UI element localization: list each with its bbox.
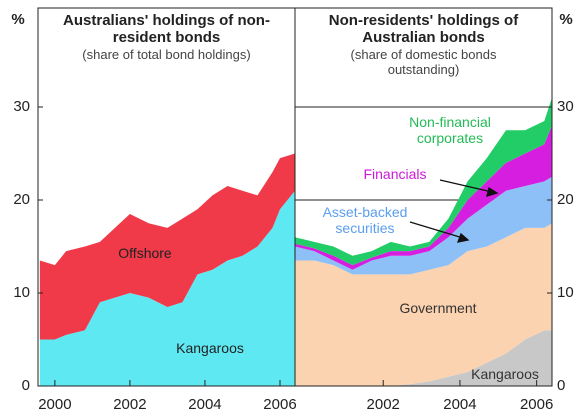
y-tick-label: 20 — [13, 191, 30, 208]
x-tick-label: 2002 — [367, 396, 400, 413]
arrow-head — [486, 186, 499, 197]
y-tick-label: 10 — [13, 284, 30, 301]
series-label: Asset-backed securities — [322, 204, 408, 236]
series-label: Offshore — [118, 245, 172, 261]
y-tick-label: 20 — [557, 191, 574, 208]
y-tick-label: 30 — [557, 98, 574, 115]
area — [295, 176, 552, 275]
area — [39, 153, 295, 340]
x-tick-label: 2006 — [520, 396, 553, 413]
area — [295, 330, 552, 386]
arrow — [439, 179, 493, 193]
x-tick-label: 2006 — [263, 396, 296, 413]
arrow — [409, 221, 464, 239]
area — [39, 190, 295, 386]
y-tick-label: 0 — [22, 377, 30, 394]
y-axis-label: % — [559, 11, 572, 28]
series-label: Kangaroos — [176, 340, 244, 356]
x-tick-label: 2004 — [443, 396, 476, 413]
area — [295, 223, 552, 386]
series-label: Kangaroos — [471, 366, 539, 382]
arrows — [409, 179, 499, 243]
chart-subtitle: (share of total bond holdings) — [82, 47, 251, 62]
series-label: Government — [399, 300, 477, 316]
x-tick-label: 2002 — [113, 396, 146, 413]
y-tick-label: 10 — [557, 284, 574, 301]
series-label: Non-financial corporates — [409, 114, 491, 146]
x-tick-label: 2004 — [188, 396, 221, 413]
series-label: Financials — [363, 166, 427, 182]
chart-title: Australians' holdings of non-resident bo… — [63, 12, 270, 46]
area — [295, 97, 552, 266]
chart-title: Non-residents' holdings of Australian bo… — [328, 12, 519, 46]
x-tick-label: 2000 — [38, 396, 71, 413]
y-tick-label: 0 — [557, 377, 565, 394]
arrow-head — [456, 232, 470, 243]
chart-subtitle: (share of domestic bonds outstanding) — [350, 47, 497, 77]
y-axis-label: % — [11, 11, 24, 28]
y-tick-label: 30 — [13, 98, 30, 115]
